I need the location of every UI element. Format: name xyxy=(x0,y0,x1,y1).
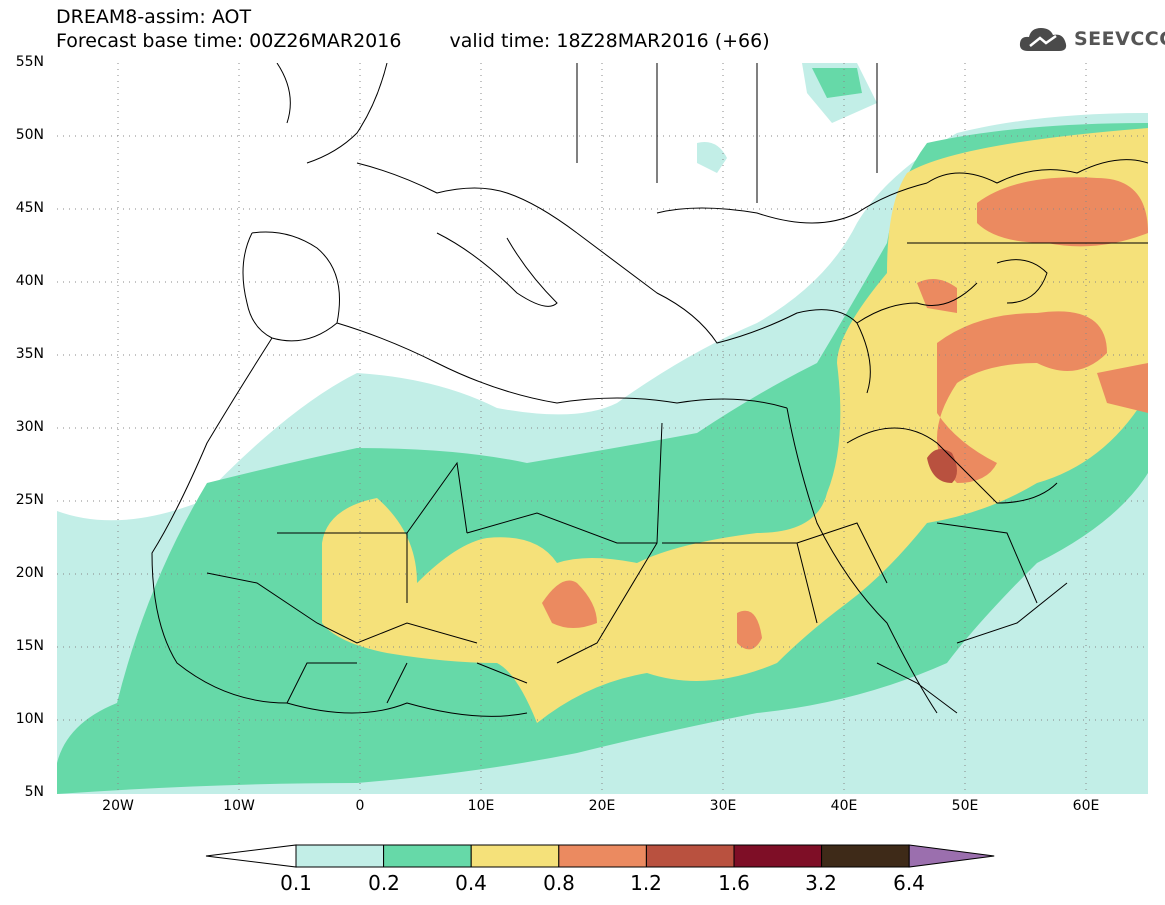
lat-label: 45N xyxy=(15,200,44,216)
colorbar-label: 3.2 xyxy=(805,871,837,895)
lat-label: 40N xyxy=(15,273,44,289)
colorbar-label: 1.2 xyxy=(630,871,662,895)
coastlines xyxy=(151,63,1148,717)
aot-field-orange xyxy=(542,177,1148,650)
lon-label: 10E xyxy=(467,798,495,814)
lon-label: 20W xyxy=(102,798,134,814)
lon-label: 60E xyxy=(1072,798,1100,814)
colorbar-segment xyxy=(470,844,560,868)
seevccc-logo: SEEVCCC xyxy=(1018,24,1165,54)
colorbar-segment xyxy=(558,844,647,868)
colorbar-segment xyxy=(733,844,823,868)
cloud-icon xyxy=(1019,28,1067,51)
map-title: DREAM8-assim: AOT xyxy=(56,6,252,28)
colorbar-label: 1.6 xyxy=(718,871,750,895)
aot-field-yellow xyxy=(322,128,1148,723)
lat-label: 15N xyxy=(15,638,44,654)
forecast-times: Forecast base time: 00Z26MAR2016 valid ti… xyxy=(56,30,770,52)
lat-label: 10N xyxy=(15,711,44,727)
lat-label: 55N xyxy=(15,54,44,70)
logo-text: SEEVCCC xyxy=(1074,28,1165,50)
lon-label: 40E xyxy=(830,798,858,814)
base-time: Forecast base time: 00Z26MAR2016 xyxy=(56,30,402,52)
colorbar-label: 0.8 xyxy=(543,871,575,895)
colorbar-label: 6.4 xyxy=(893,871,925,895)
aot-map xyxy=(57,63,1148,794)
lon-label: 20E xyxy=(588,798,616,814)
colorbar-segment xyxy=(383,844,472,868)
aot-field-darkred xyxy=(927,449,957,483)
lat-label: 5N xyxy=(24,784,44,800)
colorbar-label: 0.2 xyxy=(368,871,400,895)
colorbar-label: 0.4 xyxy=(455,871,487,895)
colorbar-segment xyxy=(205,844,297,868)
lon-label: 0 xyxy=(355,798,365,814)
colorbar-segment xyxy=(295,844,385,868)
colorbar-segment xyxy=(821,844,910,868)
valid-time: valid time: 18Z28MAR2016 (+66) xyxy=(449,30,770,52)
colorbar xyxy=(205,844,995,868)
colorbar-label: 0.1 xyxy=(280,871,312,895)
lat-label: 50N xyxy=(15,127,44,143)
lon-label: 10W xyxy=(223,798,255,814)
colorbar-segment xyxy=(908,844,995,868)
lat-label: 25N xyxy=(15,492,44,508)
lat-label: 30N xyxy=(15,419,44,435)
lat-label: 20N xyxy=(15,565,44,581)
colorbar-segment xyxy=(645,844,735,868)
lon-label: 30E xyxy=(709,798,737,814)
lon-label: 50E xyxy=(951,798,979,814)
lat-label: 35N xyxy=(15,346,44,362)
